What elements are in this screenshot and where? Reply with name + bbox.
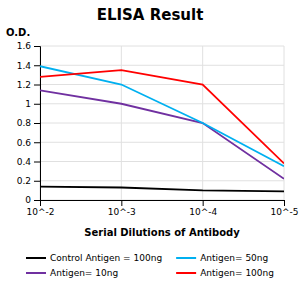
y-grid-line [40,84,284,85]
y-grid-line [40,180,284,181]
tick: 10^-3 [108,200,136,217]
chart: 10^-2 10^-3 10^-4 10^-5 0 0.2 0.4 0.6 0.8 1 1.2 1.4… [0,0,300,300]
y-grid-line [40,46,284,47]
legend: Control Antigen = 100ng Antigen= 10ng Anti… [26,253,274,278]
x-axis: 10^-2 10^-3 10^-4 10^-5 [27,200,299,217]
tick: 10^-5 [271,200,299,217]
tick-label: 0.8 [17,118,32,128]
tick-label: 10^-3 [108,207,136,217]
legend-label: Control Antigen = 100ng [50,253,162,263]
tick-mark [34,65,40,66]
legend-swatch [26,272,46,274]
tick-mark [34,142,40,143]
line [40,70,284,163]
title: ELISA Result [97,6,204,24]
y-axis-title: O.D. [6,27,30,38]
tick: 1 [25,99,40,109]
tick-label: 1.4 [17,61,32,71]
tick: 0.8 [17,118,40,128]
tick: 1.2 [17,80,40,90]
tick-label: 1.2 [17,80,31,90]
tick-mark [34,85,40,86]
legend-item: Antigen= 50ng [176,253,268,263]
tick: 0.6 [17,138,40,148]
x-axis-title: Serial Dilutions of Antibody [84,227,240,238]
y-axis-line [34,47,41,201]
legend-label: Antigen= 100ng [200,268,274,278]
y-grid-line [40,123,284,124]
y-grid-line [40,142,284,143]
legend-swatch [176,272,196,274]
plot-area: 10^-2 10^-3 10^-4 10^-5 0 0.2 0.4 0.6 0.8 1 1.2 1.4… [17,41,299,217]
tick-label: 1 [25,99,31,109]
grid [40,46,284,200]
legend-item: Antigen= 10ng [26,268,118,278]
y-grid-line [40,65,284,66]
tick-mark [121,200,122,206]
tick-mark [34,200,40,201]
tick-mark [34,162,40,163]
tick-label: 10^-4 [189,207,217,217]
tick-mark [203,200,204,206]
tick-mark [34,104,40,105]
x-axis-line [41,201,285,207]
line [40,187,284,192]
y-grid-line [40,161,284,162]
tick-label: 0.2 [17,176,31,186]
lines [40,66,284,191]
tick-label: 0.6 [17,138,32,148]
tick-mark [284,200,285,206]
legend-label: Antigen= 10ng [50,268,118,278]
tick: 0 [25,195,40,205]
tick: 0.4 [17,157,40,167]
tick-mark [34,123,40,124]
legend-label: Antigen= 50ng [200,253,268,263]
legend-swatch [26,257,46,259]
line [40,66,284,166]
tick: 1.4 [17,61,40,71]
tick-label: 1.6 [17,41,32,51]
tick-label: 10^-2 [27,207,55,217]
tick: 0.2 [17,176,40,186]
tick-mark [34,181,40,182]
tick-label: 10^-5 [271,207,299,217]
tick-label: 0 [25,195,31,205]
tick-mark [34,46,40,47]
legend-swatch [176,257,196,259]
legend-item: Control Antigen = 100ng [26,253,162,263]
tick-label: 0.4 [17,157,32,167]
tick: 10^-4 [189,200,217,217]
y-axis: 0 0.2 0.4 0.6 0.8 1 1.2 1.4 1.6 [17,41,41,205]
tick: 1.6 [17,41,40,51]
legend-item: Antigen= 100ng [176,268,274,278]
